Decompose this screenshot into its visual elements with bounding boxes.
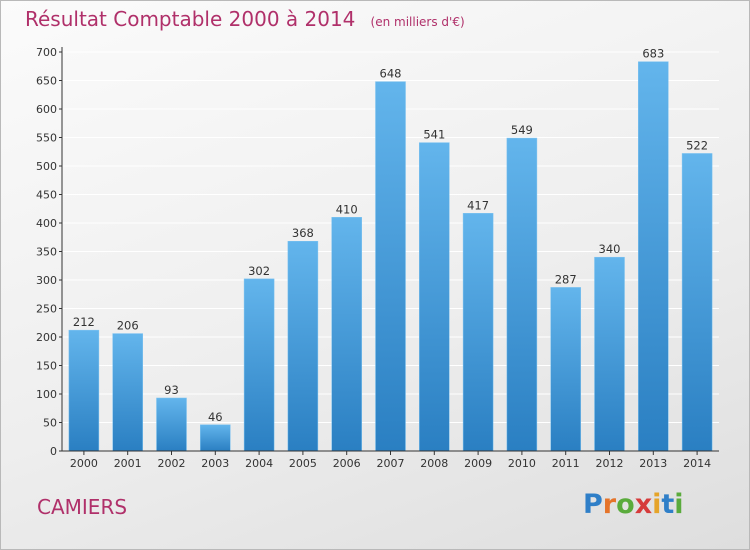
- x-tick-label: 2001: [114, 457, 142, 470]
- bar-2002: [156, 397, 187, 452]
- y-tick-label: 700: [36, 46, 57, 59]
- y-tick-label: 150: [36, 360, 57, 373]
- bar-2004: [243, 278, 275, 452]
- logo-letter: P: [583, 489, 603, 520]
- x-tick-label: 2012: [596, 457, 624, 470]
- y-tick-label: 50: [43, 417, 57, 430]
- bar-value-label: 340: [599, 242, 621, 256]
- y-tick-label: 300: [36, 274, 57, 287]
- bar-2014: [681, 153, 713, 452]
- bar-value-label: 206: [117, 319, 139, 333]
- bar-value-label: 287: [555, 272, 577, 286]
- y-tick-label: 650: [36, 75, 57, 88]
- y-tick-label: 250: [36, 303, 57, 316]
- x-tick-label: 2000: [70, 457, 98, 470]
- bar-value-label: 368: [292, 226, 314, 240]
- bar-2011: [550, 287, 581, 452]
- y-tick-label: 0: [50, 445, 57, 458]
- bar-2005: [287, 240, 319, 452]
- x-tick-label: 2010: [508, 457, 536, 470]
- x-tick-label: 2003: [201, 457, 229, 470]
- bar-2012: [594, 256, 625, 452]
- bar-2006: [331, 217, 362, 452]
- bar-2008: [419, 142, 450, 452]
- x-tick-label: 2013: [639, 457, 667, 470]
- bar-2003: [200, 424, 231, 452]
- logo-letter: i: [652, 489, 662, 520]
- chart-title: Résultat Comptable 2000 à 2014: [25, 7, 356, 31]
- y-tick-label: 400: [36, 217, 57, 230]
- x-tick-label: 2002: [158, 457, 186, 470]
- bar-value-label: 549: [511, 123, 533, 137]
- y-tick-label: 550: [36, 132, 57, 145]
- bar-2009: [462, 213, 494, 452]
- bar-2007: [375, 81, 406, 452]
- bar-2001: [112, 333, 143, 452]
- bar-value-label: 648: [380, 67, 402, 81]
- x-tick-label: 2005: [289, 457, 317, 470]
- x-tick-label: 2014: [683, 457, 711, 470]
- city-name: CAMIERS: [37, 495, 128, 519]
- bar-value-label: 93: [164, 383, 179, 397]
- y-tick-label: 200: [36, 331, 57, 344]
- x-tick-label: 2004: [245, 457, 273, 470]
- logo-letter: r: [602, 489, 617, 520]
- x-tick-label: 2006: [333, 457, 361, 470]
- y-tick-label: 600: [36, 103, 57, 116]
- bar-value-label: 683: [642, 47, 664, 61]
- y-tick-label: 100: [36, 388, 57, 401]
- chart-subtitle: (en milliers d'€): [370, 15, 465, 29]
- y-tick-label: 450: [36, 189, 57, 202]
- bar-value-label: 212: [73, 315, 95, 329]
- logo-letter: i: [674, 489, 684, 520]
- x-tick-label: 2008: [420, 457, 448, 470]
- bar-2010: [506, 137, 538, 452]
- proxiti-logo: Proxiti: [583, 489, 684, 520]
- bar-value-label: 417: [467, 198, 489, 212]
- bar-value-label: 522: [686, 138, 708, 152]
- x-tick-label: 2009: [464, 457, 492, 470]
- x-tick-label: 2007: [377, 457, 405, 470]
- logo-letter: t: [661, 489, 675, 520]
- bar-value-label: 410: [336, 202, 358, 216]
- logo-letter: o: [616, 489, 635, 520]
- bar-value-label: 46: [208, 410, 223, 424]
- title-row: Résultat Comptable 2000 à 2014 (en milli…: [25, 7, 465, 31]
- bar-value-label: 302: [248, 264, 270, 278]
- logo-letter: x: [634, 489, 653, 520]
- bar-2013: [638, 61, 669, 452]
- x-tick-label: 2011: [552, 457, 580, 470]
- bar-2000: [68, 329, 100, 452]
- bar-value-label: 541: [423, 128, 445, 142]
- y-tick-label: 500: [36, 160, 57, 173]
- y-tick-label: 350: [36, 246, 57, 259]
